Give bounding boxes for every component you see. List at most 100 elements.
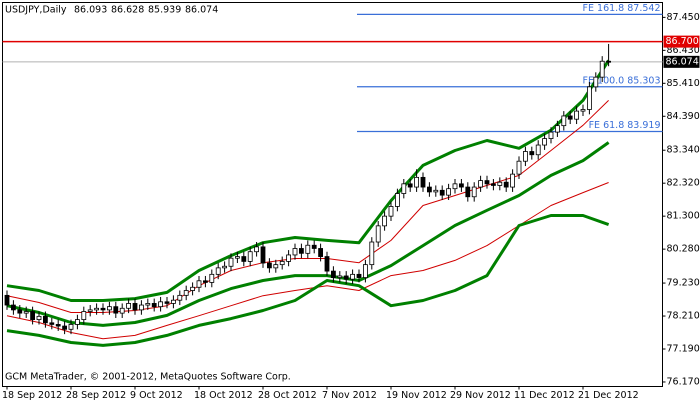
candle: [388, 201, 394, 222]
x-tick-label: 29 Nov 2012: [450, 390, 511, 401]
candle: [478, 175, 484, 192]
candle-body: [177, 294, 183, 301]
candle-body: [202, 280, 208, 283]
candle: [49, 317, 55, 330]
candle-body: [222, 265, 228, 269]
y-tick-label: 85.410: [667, 78, 700, 89]
fib-label: FE 100.0 85.303: [583, 75, 661, 86]
candle: [266, 258, 272, 273]
candle: [561, 111, 567, 131]
candle-body: [190, 286, 196, 291]
candle-body: [516, 160, 522, 175]
y-tick-label: 79.230: [667, 278, 700, 289]
candle: [55, 319, 61, 331]
candle-body: [298, 248, 304, 254]
candle-body: [433, 189, 439, 193]
candle: [4, 290, 10, 310]
candle: [523, 146, 528, 167]
candle: [145, 298, 151, 310]
candle-body: [305, 244, 311, 254]
candle-body: [555, 125, 560, 133]
candle-body: [318, 248, 324, 257]
candle-body: [196, 280, 202, 288]
candle: [247, 246, 253, 267]
candle: [394, 188, 400, 212]
candle-body: [561, 115, 567, 127]
x-tick-label: 19 Nov 2012: [386, 390, 447, 401]
candle: [369, 237, 375, 270]
indicator-line: [6, 214, 610, 347]
y-tick-label: 81.300: [667, 211, 700, 222]
candle-body: [286, 254, 292, 262]
candle-body: [337, 275, 343, 278]
y-tick-label: 86.430: [667, 45, 700, 56]
candle-body: [62, 325, 67, 330]
y-tick-label: 78.210: [667, 311, 700, 322]
candle: [452, 178, 458, 194]
candle-body: [439, 189, 445, 196]
candle-body: [119, 307, 125, 314]
candle-body: [503, 181, 509, 188]
candle-body: [145, 303, 151, 306]
candle: [68, 319, 74, 335]
candle-body: [94, 307, 99, 311]
x-tick-label: 9 Oct 2012: [130, 390, 183, 401]
candle: [516, 156, 522, 179]
candle-body: [401, 183, 407, 194]
candle: [190, 282, 196, 296]
candle-body: [426, 186, 432, 193]
candle: [292, 243, 298, 260]
candle-body: [100, 307, 106, 311]
candle: [36, 311, 42, 325]
header-high: 86.628: [111, 5, 144, 16]
candle: [433, 185, 439, 197]
candle: [343, 271, 349, 285]
candle-body: [490, 183, 496, 186]
candle: [279, 256, 285, 270]
candle-body: [510, 173, 516, 188]
candle: [555, 120, 560, 137]
candle: [599, 56, 605, 83]
candle: [542, 133, 547, 150]
candle: [318, 243, 324, 262]
y-tick-label: 87.450: [667, 12, 700, 23]
candle: [337, 271, 343, 283]
candle-body: [68, 324, 74, 330]
candle-body: [599, 60, 605, 78]
candle-body: [234, 256, 240, 259]
candle: [183, 285, 189, 301]
candle: [535, 140, 541, 160]
candle: [10, 300, 16, 315]
candle: [202, 275, 208, 288]
candle: [164, 296, 170, 309]
candle: [446, 183, 452, 200]
candle-body: [574, 110, 579, 120]
y-tick-label: 80.280: [667, 244, 700, 255]
candle-body: [587, 86, 592, 110]
candle: [471, 182, 477, 202]
header: USDJPY,Daily 86.093 86.628 85.939 86.074: [5, 5, 218, 16]
x-tick-label: 18 Oct 2012: [194, 390, 253, 401]
candle: [126, 298, 131, 314]
candle: [362, 259, 368, 283]
candle: [151, 298, 157, 312]
candle: [298, 243, 304, 259]
candle-body: [471, 186, 477, 198]
candle-body: [138, 304, 144, 311]
candle: [574, 106, 579, 125]
candle: [426, 182, 432, 197]
candle: [420, 172, 426, 192]
candle: [350, 269, 356, 285]
indicator-line: [6, 182, 609, 340]
candle-body: [446, 188, 452, 196]
indicator-line: [6, 141, 610, 327]
candle: [401, 178, 407, 199]
header-close: 86.074: [185, 5, 218, 16]
candle: [580, 104, 586, 116]
y-tick-label: 84.390: [667, 111, 700, 122]
header-low: 85.939: [148, 5, 181, 16]
candle-body: [356, 273, 362, 278]
candle: [414, 169, 420, 192]
